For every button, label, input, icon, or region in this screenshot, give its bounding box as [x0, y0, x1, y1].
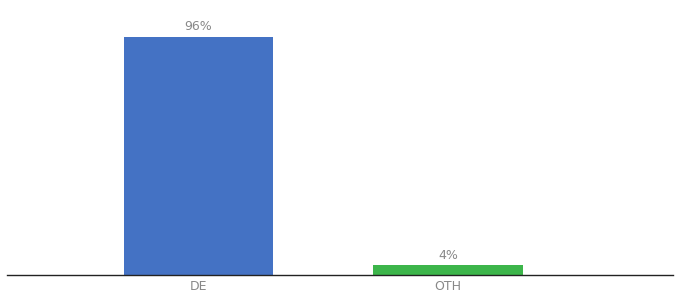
- Text: 96%: 96%: [184, 20, 212, 33]
- Bar: [124, 37, 273, 275]
- Text: 4%: 4%: [439, 248, 458, 262]
- Bar: [373, 265, 523, 275]
